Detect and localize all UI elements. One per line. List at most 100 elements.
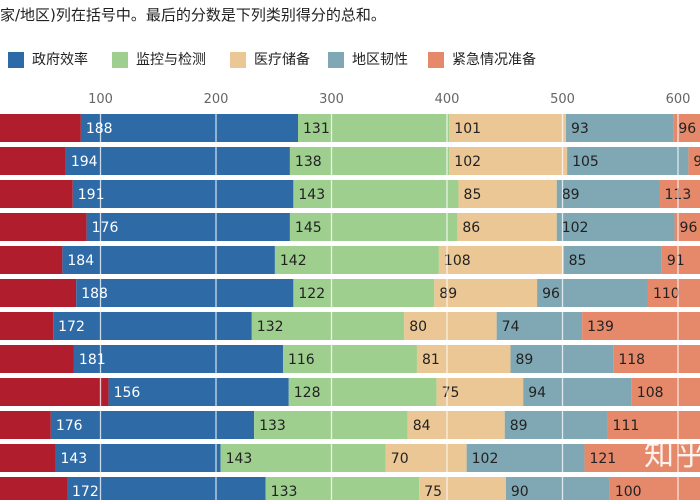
bar-segment-monitor — [293, 279, 435, 307]
bar-segment-resilience — [466, 444, 585, 472]
bar-value-label: 133 — [271, 484, 298, 500]
legend-label: 紧急情况准备 — [452, 52, 536, 68]
bar-value-label: 131 — [303, 121, 330, 137]
bar-value-label: 188 — [86, 121, 113, 137]
bar-value-label: 121 — [589, 451, 616, 467]
bar-segment-medical — [407, 411, 505, 439]
watermark-text: 知乎 — [644, 438, 700, 473]
bar-value-label: 143 — [298, 187, 325, 203]
bar-segment-gov — [62, 246, 275, 274]
bar-value-label: 172 — [58, 319, 85, 335]
bar-segment-emergency — [674, 213, 700, 241]
bar-value-label: 132 — [257, 319, 284, 335]
bar-segment-first — [0, 279, 77, 307]
bar-segment-resilience — [504, 411, 608, 439]
bar-segment-medical — [404, 312, 497, 340]
bar-segment-first — [0, 411, 51, 439]
bar-segment-gov — [65, 147, 290, 175]
bar-segment-resilience — [523, 378, 632, 406]
bar-segment-first — [0, 246, 63, 274]
bar-value-label: 100 — [615, 484, 642, 500]
legend-swatch-monitor — [112, 52, 128, 68]
bar-value-label: 108 — [444, 253, 471, 269]
bar-segment-first — [0, 444, 56, 472]
x-tick-label: 500 — [550, 92, 575, 107]
bar-value-label: 89 — [439, 286, 457, 302]
bar-segment-monitor — [289, 213, 458, 241]
bar-value-label: 96 — [678, 121, 696, 137]
bar-segment-resilience — [496, 312, 583, 340]
bar-segment-monitor — [293, 180, 459, 208]
x-tick-label: 400 — [435, 92, 460, 107]
bar-segment-medical — [458, 180, 557, 208]
bar-value-label: 102 — [472, 451, 499, 467]
bar-segment-medical — [416, 345, 511, 373]
bar-value-label: 84 — [413, 418, 431, 434]
legend-label: 医疗储备 — [254, 52, 310, 68]
bar-value-label: 91 — [667, 253, 685, 269]
bar-value-label: 191 — [78, 187, 105, 203]
bar-value-label: 139 — [587, 319, 614, 335]
bar-value-label: 116 — [288, 352, 315, 368]
legend-swatch-gov — [8, 52, 24, 68]
bar-segment-monitor — [282, 345, 417, 373]
bar-segment-monitor — [289, 147, 450, 175]
x-tick-label: 100 — [88, 92, 113, 107]
bar-segment-monitor — [251, 312, 405, 340]
bar-value-label: 81 — [422, 352, 440, 368]
bar-segment-emergency — [631, 378, 700, 406]
bar-value-label: 108 — [637, 385, 664, 401]
bar-segment-first — [0, 213, 87, 241]
bar-segment-emergency — [661, 246, 700, 274]
bar-value-label: 75 — [424, 484, 442, 500]
bar-segment-gov — [108, 378, 289, 406]
bar-segment-resilience — [537, 279, 648, 307]
bar-segment-gov — [73, 345, 283, 373]
bar-value-label: 118 — [618, 352, 645, 368]
bar-segment-first — [0, 312, 54, 340]
bar-segment-first — [0, 345, 74, 373]
bar-segment-monitor — [274, 246, 439, 274]
legend-label: 地区韧性 — [352, 52, 408, 68]
bar-value-label: 75 — [442, 385, 460, 401]
bar-segment-emergency — [613, 345, 700, 373]
bar-value-label: 86 — [462, 220, 480, 236]
legend-label: 政府效率 — [32, 52, 88, 68]
x-tick-label: 200 — [204, 92, 229, 107]
bar-segment-medical — [434, 279, 538, 307]
bar-segment-emergency — [582, 312, 700, 340]
bar-value-label: 194 — [71, 154, 98, 170]
bar-value-label: 143 — [226, 451, 253, 467]
bar-segment-gov — [55, 444, 221, 472]
bar-segment-resilience — [556, 180, 660, 208]
bar-value-label: 102 — [454, 154, 481, 170]
bar-segment-medical — [436, 378, 524, 406]
bar-segment-first — [0, 147, 66, 175]
bar-segment-gov — [53, 312, 252, 340]
bar-value-label: 70 — [391, 451, 409, 467]
bar-segment-resilience — [563, 246, 662, 274]
bar-segment-monitor — [265, 477, 420, 500]
bar-segment-medical — [457, 213, 557, 241]
bar-segment-resilience — [565, 114, 674, 142]
bar-segment-first — [0, 378, 109, 406]
bar-value-label: 102 — [562, 220, 589, 236]
bar-value-label: 122 — [298, 286, 325, 302]
bar-value-label: 176 — [92, 220, 119, 236]
legend-label: 监控与检测 — [136, 52, 206, 68]
bar-segment-resilience — [505, 477, 610, 500]
bar-value-label: 74 — [502, 319, 520, 335]
bar-segment-resilience — [567, 147, 689, 175]
bar-segment-emergency — [659, 180, 700, 208]
bar-segment-first — [0, 114, 81, 142]
bar-value-label: 94 — [528, 385, 546, 401]
bar-segment-gov — [80, 114, 299, 142]
bar-segment-emergency — [688, 147, 700, 175]
bar-segment-medical — [438, 246, 564, 274]
bar-value-label: 96 — [542, 286, 560, 302]
bar-value-label: 89 — [510, 418, 528, 434]
bar-value-label: 143 — [60, 451, 87, 467]
bar-value-label: 181 — [79, 352, 106, 368]
bar-value-label: 110 — [653, 286, 680, 302]
